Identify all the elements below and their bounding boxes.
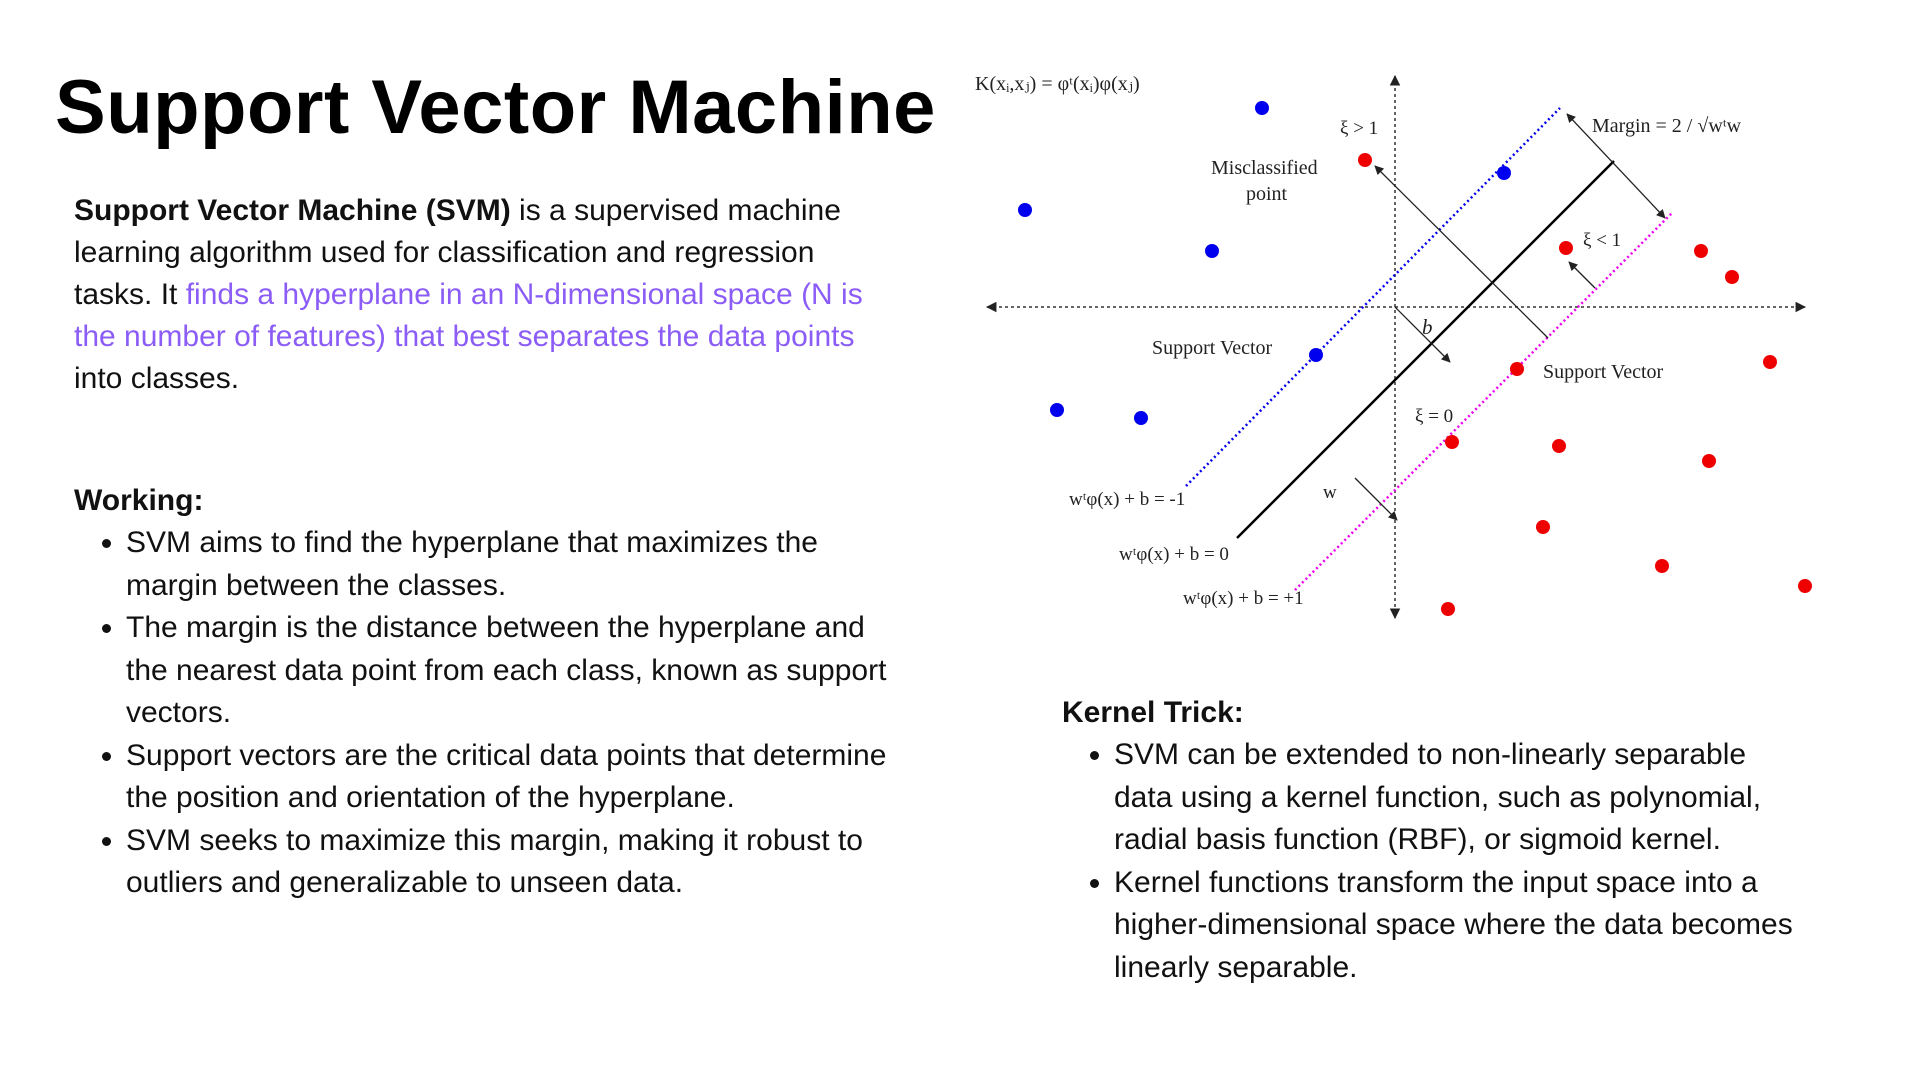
class-b-point [1763, 355, 1777, 369]
class-a-point [1134, 411, 1148, 425]
svm-diagram-svg: K(xᵢ,xⱼ) = φᵗ(xᵢ)φ(xⱼ) ξ > 1 Misclassifi… [975, 73, 1812, 620]
xi-less-label: ξ < 1 [1583, 230, 1621, 251]
plus-margin-line [1294, 212, 1673, 591]
working-list: SVM aims to find the hyperplane that max… [74, 522, 904, 905]
working-heading: Working: [74, 484, 204, 517]
margin-arrow [1566, 113, 1666, 219]
intro-paragraph: Support Vector Machine (SVM) is a superv… [74, 190, 894, 400]
kernel-formula-label: K(xᵢ,xⱼ) = φᵗ(xᵢ)φ(xⱼ) [975, 73, 1140, 95]
kernel-item: Kernel functions transform the input spa… [1114, 862, 1802, 990]
class-b-point [1445, 435, 1459, 449]
class-a-point [1018, 203, 1032, 217]
intro-text-1: is a supervised machine learning algorit… [74, 194, 841, 311]
class-b-point [1798, 579, 1812, 593]
b-label: b [1422, 315, 1433, 339]
class-b-point [1725, 270, 1739, 284]
intro-highlight: finds a hyperplane in an N-dimensional s… [74, 278, 863, 353]
working-item: Support vectors are the critical data po… [126, 735, 904, 820]
support-vector-left-label: Support Vector [1152, 337, 1273, 359]
hyperplane-line [1236, 160, 1615, 539]
xi-zero-label: ξ = 0 [1415, 406, 1453, 427]
intro-bold-term: Support Vector Machine (SVM) [74, 194, 511, 227]
class-b-point [1559, 241, 1573, 255]
misclassified-label: Misclassified [1211, 157, 1318, 179]
class-a-point [1497, 166, 1511, 180]
eq-minus1-label: wᵗφ(x) + b = -1 [1069, 489, 1185, 510]
kernel-item: SVM can be extended to non-linearly sepa… [1114, 734, 1802, 862]
class-a-point [1255, 101, 1269, 115]
margin-label: Margin = 2 / √wᵗw [1592, 115, 1742, 137]
kernel-heading: Kernel Trick: [1062, 696, 1244, 729]
working-item: SVM seeks to maximize this margin, makin… [126, 820, 904, 905]
class-b-point [1441, 602, 1455, 616]
intro-text-2: into classes. [74, 362, 240, 395]
w-arrow [1354, 477, 1398, 521]
kernel-list: SVM can be extended to non-linearly sepa… [1062, 734, 1802, 989]
support-vector-right-label: Support Vector [1543, 361, 1664, 383]
xi-greater-label: ξ > 1 [1340, 118, 1378, 139]
class-b-point [1536, 520, 1550, 534]
working-item: The margin is the distance between the h… [126, 607, 904, 735]
w-label: w [1323, 482, 1337, 503]
eq-zero-label: wᵗφ(x) + b = 0 [1119, 544, 1229, 565]
working-item: SVM aims to find the hyperplane that max… [126, 522, 904, 607]
class-a-point [1309, 348, 1323, 362]
class-b-point [1358, 153, 1372, 167]
class-b-point [1694, 244, 1708, 258]
misclassified-label-2: point [1246, 183, 1288, 205]
class-a-point [1050, 403, 1064, 417]
b-arrow [1394, 306, 1451, 363]
class-b-point [1552, 439, 1566, 453]
svm-diagram: K(xᵢ,xⱼ) = φᵗ(xᵢ)φ(xⱼ) ξ > 1 Misclassifi… [965, 66, 1815, 636]
working-section: Working: SVM aims to find the hyperplane… [74, 480, 904, 905]
class-a-point [1205, 244, 1219, 258]
class-b-point [1655, 559, 1669, 573]
misclassified-arrow [1374, 165, 1549, 339]
class-b-point [1510, 362, 1524, 376]
xi-less-arrow [1568, 261, 1596, 289]
minus-margin-line [1185, 107, 1561, 487]
class-b-point [1702, 454, 1716, 468]
eq-plus1-label: wᵗφ(x) + b = +1 [1183, 588, 1304, 609]
page-title: Support Vector Machine [55, 65, 936, 150]
kernel-section: Kernel Trick: SVM can be extended to non… [1062, 692, 1802, 989]
